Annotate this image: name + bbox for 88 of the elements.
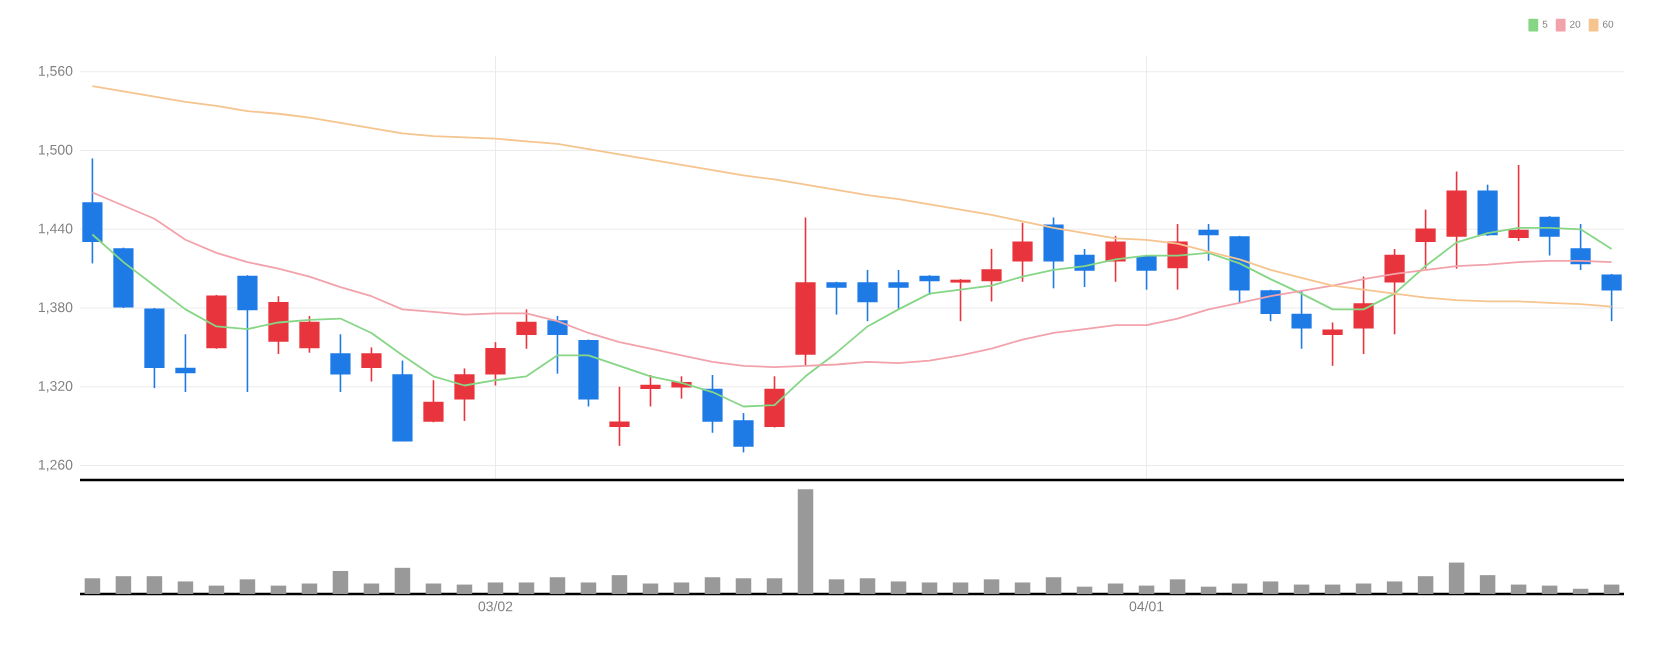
bar (1572, 588, 1589, 594)
candlestick (733, 412, 754, 454)
bar (1479, 575, 1496, 594)
bar (1324, 584, 1341, 594)
bar (735, 578, 752, 594)
bar (332, 570, 349, 594)
candlestick (1322, 321, 1343, 367)
candlestick (423, 379, 444, 424)
candlestick (857, 269, 878, 322)
bar (301, 583, 318, 594)
candlestick (175, 333, 196, 393)
candlestick (1384, 248, 1405, 336)
candlestick (609, 386, 630, 447)
bar (611, 575, 628, 594)
bar (146, 576, 163, 594)
candlestick (1415, 208, 1436, 270)
candlestick (485, 341, 506, 387)
bar (1355, 583, 1372, 594)
candlestick (237, 274, 258, 393)
bar (394, 567, 411, 594)
bar (1603, 584, 1620, 594)
bar (952, 582, 969, 594)
bar (828, 579, 845, 594)
bar (1417, 576, 1434, 594)
bar (890, 581, 907, 594)
candlestick (950, 278, 971, 322)
bar (270, 585, 287, 594)
bar (1386, 581, 1403, 594)
candlestick (640, 374, 661, 408)
bar (704, 577, 721, 594)
bar (549, 577, 566, 594)
bar (1262, 581, 1279, 594)
bar (766, 578, 783, 594)
candlestick (1291, 290, 1312, 350)
bar (115, 576, 132, 594)
bar (580, 582, 597, 594)
bar (1169, 579, 1186, 594)
candlestick (826, 280, 847, 316)
bar (1448, 562, 1465, 594)
candlestick (516, 308, 537, 350)
candlestick (1043, 216, 1064, 290)
candlestick (1446, 170, 1467, 270)
candlestick (1105, 235, 1126, 283)
candlestick (330, 333, 351, 393)
bar (1138, 585, 1155, 594)
bar (1107, 583, 1124, 594)
bar (84, 578, 101, 594)
bar (177, 581, 194, 594)
bar (797, 489, 814, 594)
candlestick (1012, 221, 1033, 283)
bar (1014, 582, 1031, 594)
bar (983, 579, 1000, 594)
bar (1045, 577, 1062, 594)
bar (208, 585, 225, 594)
bar (1541, 585, 1558, 594)
bar (642, 583, 659, 594)
candlestick (454, 367, 475, 422)
candlestick (1508, 164, 1529, 242)
candlestick (1539, 215, 1560, 257)
candlestick (919, 274, 940, 296)
candlestick (82, 157, 103, 265)
candlestick (299, 315, 320, 354)
bar (1231, 583, 1248, 594)
candlestick (1477, 183, 1498, 237)
bar (673, 582, 690, 594)
candlestick (888, 269, 909, 311)
line-series (91, 85, 1613, 308)
bar (456, 584, 473, 594)
bar (921, 582, 938, 594)
bar (1200, 586, 1217, 594)
bar (859, 578, 876, 594)
bar (239, 579, 256, 594)
candlestick (1353, 275, 1374, 355)
bar (487, 582, 504, 594)
candlestick (981, 248, 1002, 303)
bar (1510, 584, 1527, 594)
bar (518, 582, 535, 594)
candlestick (1198, 223, 1219, 262)
candlestick (547, 315, 568, 375)
candlestick (268, 295, 289, 355)
candlestick (702, 374, 723, 434)
bar (425, 583, 442, 594)
candlestick (1136, 254, 1157, 291)
candlestick (361, 346, 382, 383)
candlestick (1601, 273, 1622, 322)
bar (1293, 584, 1310, 594)
bar (1076, 586, 1093, 594)
bar (363, 583, 380, 594)
